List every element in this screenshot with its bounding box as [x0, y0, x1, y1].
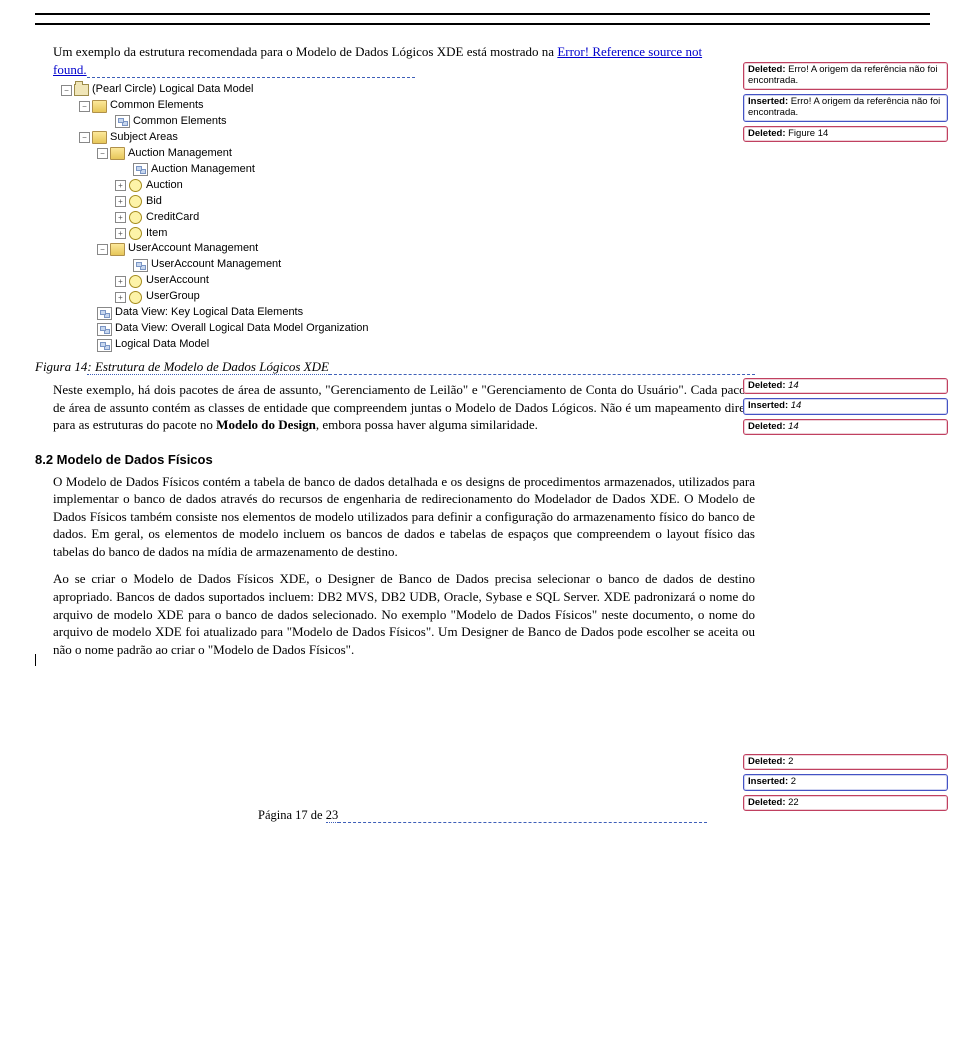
- tree-leaf: Logical Data Model: [79, 337, 755, 353]
- comment-deleted: Deleted: Figure 14: [743, 126, 948, 142]
- collapse-icon: −: [61, 85, 72, 96]
- collapse-icon: −: [97, 148, 108, 159]
- expand-icon: +: [115, 228, 126, 239]
- tree-leaf: +Auction: [115, 178, 755, 194]
- package-icon: [74, 84, 89, 97]
- expand-icon: +: [115, 212, 126, 223]
- comments-group-2: Deleted: 14 Inserted: 14 Deleted: 14: [743, 378, 948, 439]
- tree-leaf: Data View: Key Logical Data Elements: [79, 305, 755, 321]
- collapse-icon: −: [79, 132, 90, 143]
- rule-top-2: [35, 23, 930, 25]
- entity-icon: [128, 291, 143, 304]
- comment-deleted: Deleted: 22: [743, 795, 948, 811]
- diagram-icon: [133, 259, 148, 272]
- folder-icon: [110, 243, 125, 256]
- tree-leaf: Auction Management: [115, 162, 755, 178]
- comment-deleted: Deleted: 14: [743, 419, 948, 435]
- tree-leaf: UserAccount Management: [115, 257, 755, 273]
- tree-leaf: Data View: Overall Logical Data Model Or…: [79, 321, 755, 337]
- tree-leaf: Common Elements: [79, 114, 755, 130]
- page-total-link: 23: [326, 808, 339, 823]
- rule-top-1: [35, 13, 930, 15]
- entity-icon: [128, 275, 143, 288]
- intro-text: Um exemplo da estrutura recomendada para…: [53, 44, 557, 59]
- entity-icon: [128, 195, 143, 208]
- paragraph-physical-1: O Modelo de Dados Físicos contém a tabel…: [53, 473, 755, 561]
- entity-icon: [128, 227, 143, 240]
- tree-leaf: +Item: [115, 226, 755, 242]
- figure-caption-rest: : Estrutura de Modelo de Dados Lógicos X…: [87, 359, 329, 375]
- diagram-icon: [133, 163, 148, 176]
- folder-icon: [92, 131, 107, 144]
- diagram-icon: [97, 339, 112, 352]
- tree-root: −(Pearl Circle) Logical Data Model: [61, 82, 755, 98]
- tree-leaf: +CreditCard: [115, 210, 755, 226]
- tree-leaf: +Bid: [115, 194, 755, 210]
- figure-caption: Figura 14: Estrutura de Modelo de Dados …: [35, 359, 755, 375]
- comment-inserted: Inserted: 14: [743, 398, 948, 414]
- comment-deleted: Deleted: 14: [743, 378, 948, 394]
- tracked-change-marker: [87, 62, 415, 78]
- tree-leaf: +UserAccount: [115, 273, 755, 289]
- tree-leaf: +UserGroup: [115, 289, 755, 305]
- tree-node: −Subject Areas: [79, 130, 755, 146]
- heading-8-2: 8.2 Modelo de Dados Físicos: [35, 452, 755, 467]
- collapse-icon: −: [97, 244, 108, 255]
- diagram-icon: [97, 323, 112, 336]
- tracked-change-marker: [329, 359, 755, 375]
- folder-icon: [110, 147, 125, 160]
- expand-icon: +: [115, 180, 126, 191]
- diagram-icon: [115, 115, 130, 128]
- comment-inserted: Inserted: 2: [743, 774, 948, 790]
- entity-icon: [128, 179, 143, 192]
- diagram-icon: [97, 307, 112, 320]
- tracked-change-marker: [338, 808, 707, 823]
- model-tree-view: −(Pearl Circle) Logical Data Model −Comm…: [61, 82, 755, 353]
- text-cursor: [35, 654, 37, 666]
- folder-icon: [92, 100, 107, 113]
- comments-group-3: Deleted: 2 Inserted: 2 Deleted: 22: [743, 754, 948, 815]
- comments-group-1: Deleted: Erro! A origem da referência nã…: [743, 62, 948, 146]
- expand-icon: +: [115, 276, 126, 287]
- page: Deleted: Erro! A origem da referência nã…: [0, 0, 960, 833]
- entity-icon: [128, 211, 143, 224]
- paragraph-physical-2: Ao se criar o Modelo de Dados Físicos XD…: [53, 570, 755, 658]
- intro-paragraph: Um exemplo da estrutura recomendada para…: [53, 43, 755, 78]
- tree-node: −Auction Management: [97, 146, 755, 162]
- comment-deleted: Deleted: Erro! A origem da referência nã…: [743, 62, 948, 90]
- tree-node: −UserAccount Management: [97, 241, 755, 257]
- expand-icon: +: [115, 196, 126, 207]
- comment-deleted: Deleted: 2: [743, 754, 948, 770]
- comment-inserted: Inserted: Erro! A origem da referência n…: [743, 94, 948, 122]
- tree-node: −Common Elements: [79, 98, 755, 114]
- expand-icon: +: [115, 292, 126, 303]
- paragraph-example: Neste exemplo, há dois pacotes de área d…: [53, 381, 755, 434]
- main-content: Um exemplo da estrutura recomendada para…: [35, 43, 755, 658]
- collapse-icon: −: [79, 101, 90, 112]
